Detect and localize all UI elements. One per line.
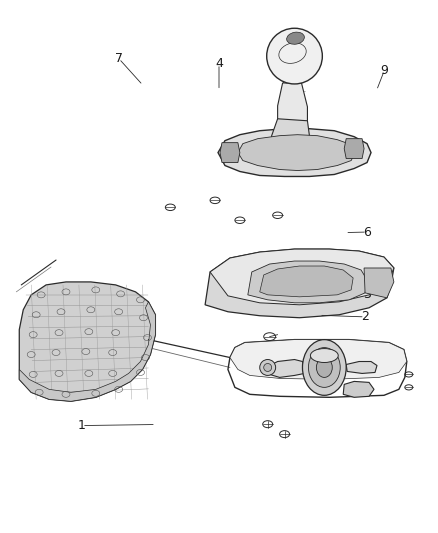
Ellipse shape (311, 349, 338, 362)
Ellipse shape (316, 358, 332, 377)
Polygon shape (364, 268, 394, 298)
Polygon shape (218, 129, 371, 176)
Text: 9: 9 (381, 64, 389, 77)
Polygon shape (210, 249, 394, 305)
Polygon shape (19, 282, 155, 401)
Text: 3: 3 (363, 288, 371, 301)
Text: 2: 2 (361, 310, 369, 324)
Polygon shape (248, 261, 367, 303)
Ellipse shape (264, 364, 272, 372)
Polygon shape (343, 382, 374, 397)
Ellipse shape (308, 348, 340, 387)
Text: 1: 1 (78, 419, 86, 432)
Ellipse shape (303, 340, 346, 395)
Polygon shape (268, 360, 304, 377)
Ellipse shape (286, 32, 304, 44)
Text: 6: 6 (363, 225, 371, 239)
Polygon shape (346, 361, 377, 374)
Text: 7: 7 (115, 52, 123, 65)
Ellipse shape (267, 28, 322, 84)
Polygon shape (19, 302, 155, 401)
Polygon shape (270, 119, 311, 164)
Text: 4: 4 (215, 58, 223, 70)
Polygon shape (260, 266, 353, 297)
Ellipse shape (260, 360, 276, 375)
Polygon shape (238, 135, 355, 171)
Polygon shape (220, 143, 240, 163)
Polygon shape (205, 249, 394, 318)
Polygon shape (344, 139, 364, 158)
Polygon shape (230, 340, 407, 379)
Text: 8: 8 (311, 265, 319, 278)
Text: 5: 5 (279, 58, 287, 70)
Polygon shape (278, 83, 307, 129)
